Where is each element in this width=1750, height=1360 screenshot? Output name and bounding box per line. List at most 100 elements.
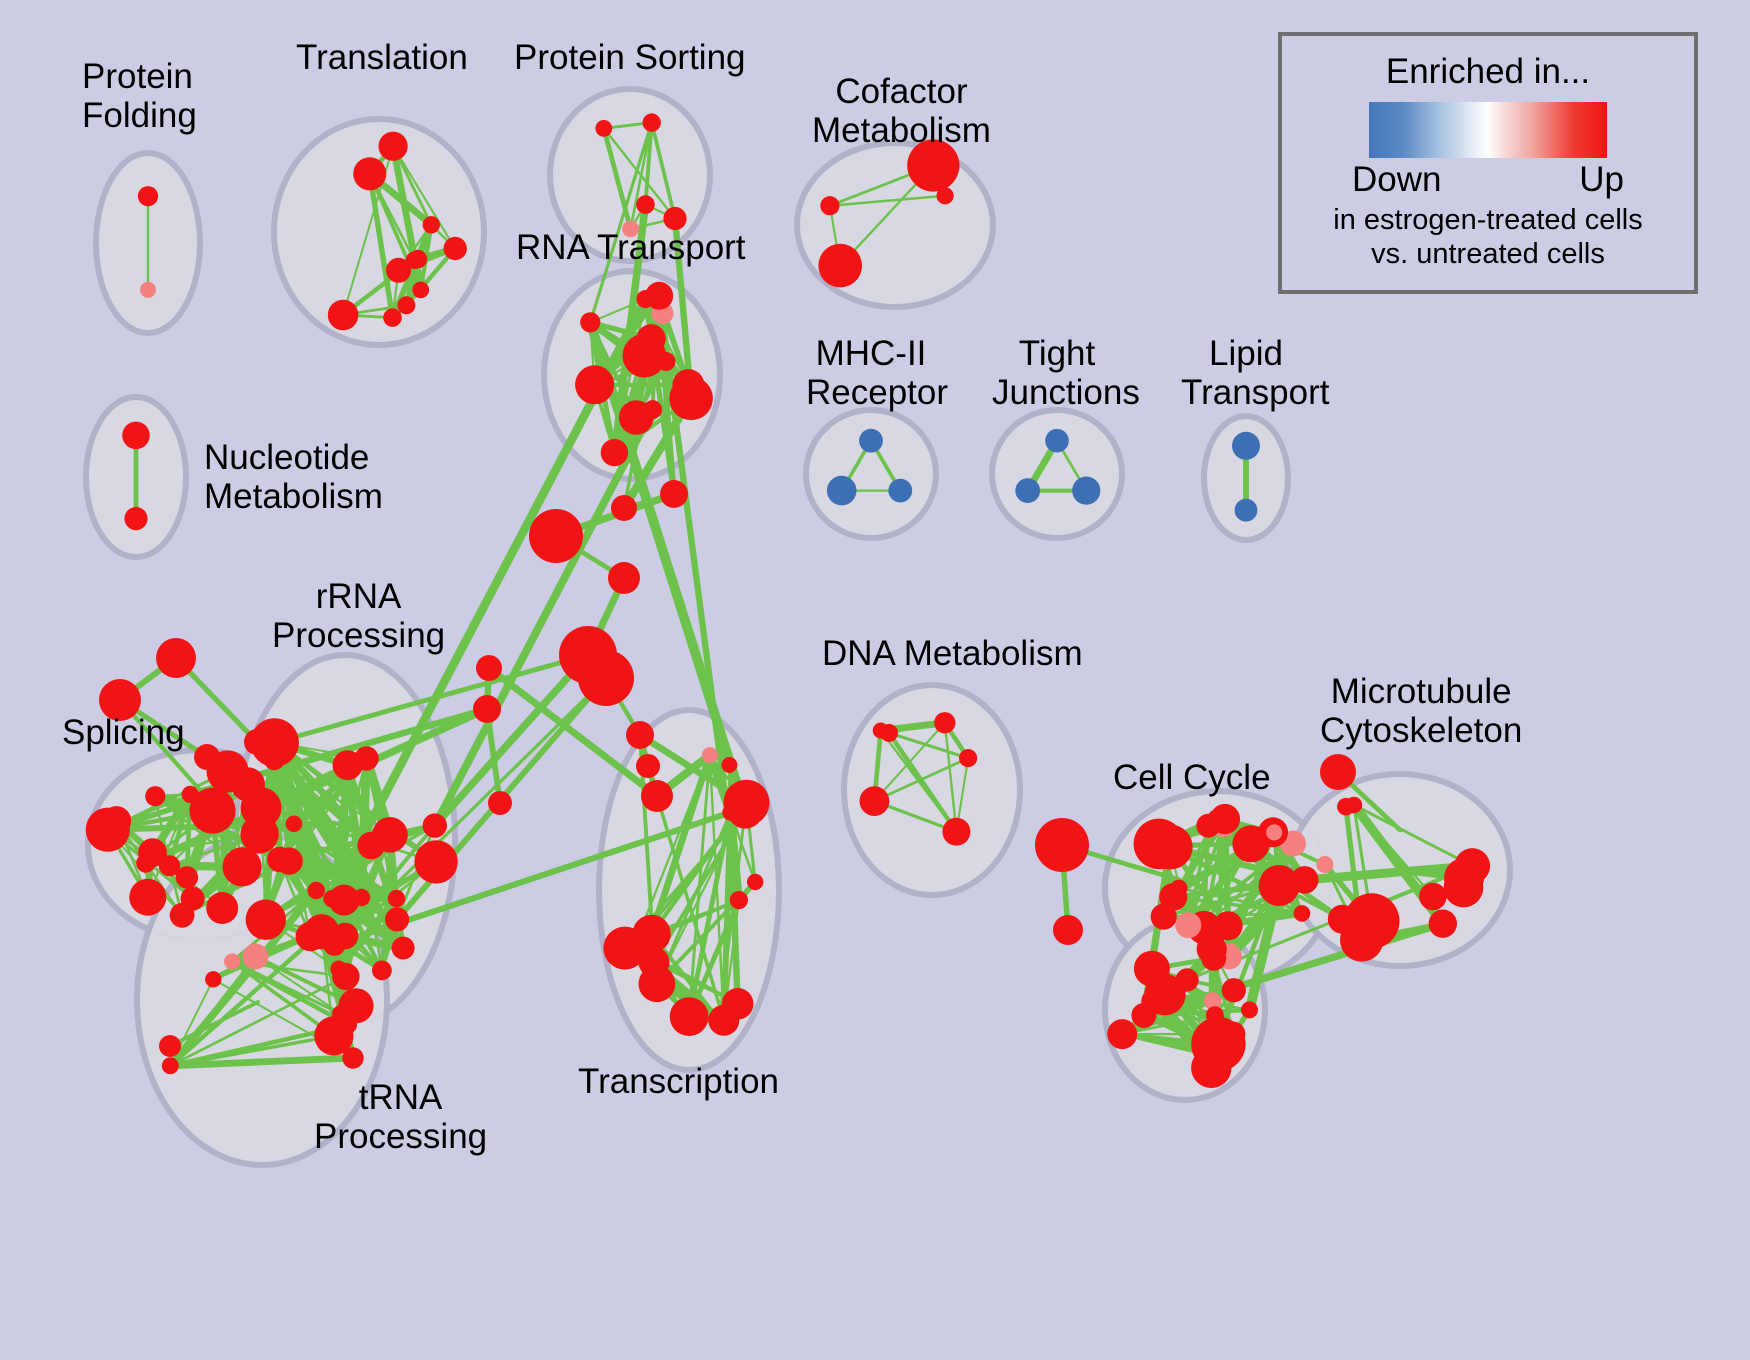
network-edge-intercluster: [588, 120, 654, 324]
network-node: [600, 438, 629, 467]
network-edge: [392, 145, 457, 250]
cluster-label-cell-cycle: Cell Cycle: [1113, 758, 1271, 797]
cluster-label-trna-processing: tRNA Processing: [314, 1078, 488, 1157]
network-node: [1327, 904, 1357, 934]
network-node: [1293, 905, 1311, 922]
network-edge: [367, 171, 396, 321]
network-node: [820, 196, 840, 216]
network-edge: [649, 120, 677, 221]
network-node: [642, 113, 661, 132]
network-edge: [168, 929, 324, 1069]
network-node: [304, 914, 340, 950]
network-node: [1419, 882, 1447, 911]
network-node: [307, 881, 325, 900]
network-node: [636, 195, 655, 214]
legend-subtitle-line1: in estrogen-treated cells: [1333, 204, 1643, 236]
network-node: [332, 962, 360, 991]
network-node: [656, 352, 676, 371]
network-node: [328, 884, 360, 916]
network-node: [1175, 968, 1199, 992]
network-edge-intercluster: [306, 294, 650, 941]
network-edge-bridge: [655, 794, 726, 1023]
network-node: [222, 847, 262, 887]
legend-up-label: Up: [1579, 160, 1624, 199]
network-node: [1150, 903, 1177, 930]
network-node: [269, 735, 286, 752]
network-edge-intercluster: [430, 405, 657, 830]
network-edge-bridge: [142, 705, 491, 867]
network-node: [580, 312, 601, 333]
network-node: [387, 889, 406, 908]
network-node: [1234, 498, 1258, 522]
network-node: [473, 695, 501, 723]
network-node: [1444, 858, 1484, 898]
network-edge-bridge: [431, 651, 592, 830]
network-node: [1213, 911, 1243, 941]
network-node: [729, 891, 749, 910]
network-node: [1345, 796, 1363, 814]
network-edge-intercluster: [1140, 920, 1447, 1020]
network-edge: [648, 751, 714, 938]
network-node: [383, 308, 402, 327]
network-node: [672, 369, 705, 402]
network-node: [1221, 978, 1246, 1003]
cluster-hull-mhc-ii-receptor: [803, 407, 939, 541]
network-node: [488, 791, 512, 815]
network-node: [888, 478, 913, 503]
network-edge: [1352, 803, 1474, 868]
network-node: [159, 1035, 181, 1057]
network-node: [1316, 856, 1334, 873]
network-node: [137, 186, 159, 207]
network-edge-bridge: [272, 652, 591, 746]
legend-subtitle-line2: vs. untreated cells: [1371, 237, 1605, 270]
network-node: [942, 817, 971, 846]
network-node: [372, 960, 392, 981]
network-node: [145, 786, 166, 807]
network-node: [443, 236, 467, 261]
legend-color-gradient: [1369, 102, 1607, 158]
network-edge: [887, 731, 970, 760]
network-node: [1266, 824, 1283, 841]
network-node: [285, 815, 303, 833]
network-node: [1015, 478, 1041, 503]
network-node: [372, 817, 408, 853]
network-node: [1220, 1021, 1246, 1047]
network-node: [1241, 1001, 1258, 1019]
cluster-label-splicing: Splicing: [62, 713, 185, 752]
network-node: [641, 780, 673, 812]
cluster-hull-tight-junctions: [989, 407, 1125, 541]
network-node: [1203, 992, 1222, 1010]
network-node: [397, 296, 416, 315]
network-node: [626, 721, 654, 749]
network-edge: [828, 194, 947, 207]
network-node: [1428, 909, 1458, 938]
network-node: [476, 655, 502, 681]
network-edge: [1352, 803, 1435, 898]
network-node: [936, 187, 954, 205]
network-node: [934, 712, 956, 734]
network-node: [180, 886, 205, 911]
network-node: [645, 281, 674, 310]
legend-box: Enriched in... Down Up in estrogen-treat…: [1278, 32, 1698, 294]
network-node: [240, 787, 282, 829]
network-node: [701, 747, 718, 764]
network-node: [859, 428, 883, 453]
network-node: [1258, 865, 1300, 906]
network-node: [1170, 879, 1188, 897]
network-node: [85, 807, 130, 852]
network-edge: [166, 1054, 357, 1070]
network-node: [723, 779, 770, 826]
network-node: [622, 220, 639, 238]
network-node: [1175, 912, 1202, 939]
network-edge: [319, 859, 439, 935]
network-edge: [943, 721, 958, 833]
cluster-label-lipid-transport: Lipid Transport: [1181, 334, 1330, 413]
network-node: [422, 216, 440, 234]
network-node: [194, 744, 220, 770]
cluster-label-translation: Translation: [296, 38, 468, 77]
network-node: [578, 650, 634, 706]
cluster-label-microtubule-cytoskeleton: Microtubule Cytoskeleton: [1320, 672, 1523, 751]
network-node: [124, 506, 148, 531]
cluster-label-dna-metabolism: DNA Metabolism: [822, 634, 1083, 673]
